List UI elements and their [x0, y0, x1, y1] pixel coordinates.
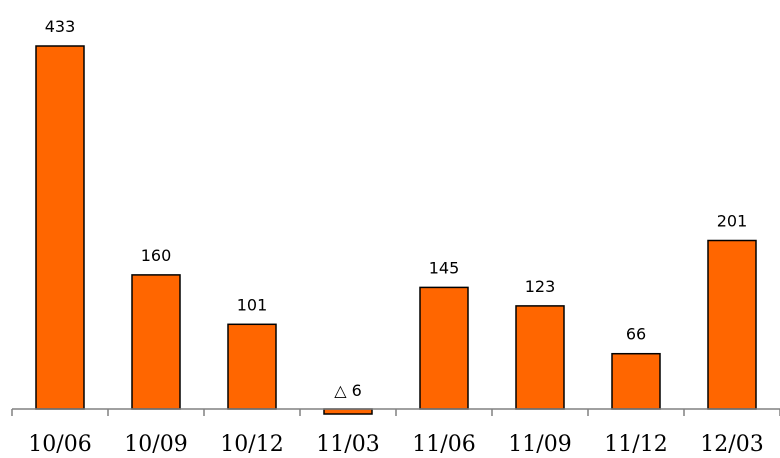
x-tick-label: 10/12 [220, 432, 283, 457]
x-tick-label: 11/06 [412, 432, 475, 457]
data-labels-layer: 433 160 101 △ 6 145 123 66 201 [45, 17, 748, 400]
bar-11/09 [515, 305, 565, 410]
bar-12/03 [707, 239, 757, 410]
x-tick-label: 11/03 [316, 432, 379, 457]
bar-11/06 [419, 286, 469, 410]
tick-labels-layer: 10/06 10/09 10/12 11/03 11/06 11/09 11/12 12/03 [28, 432, 763, 457]
data-label: △ 6 [334, 381, 362, 400]
bars-layer [35, 45, 757, 415]
x-tick-label: 10/09 [124, 432, 187, 457]
data-label: 201 [717, 212, 748, 231]
data-label: 433 [45, 17, 76, 36]
x-tick-label: 11/09 [508, 432, 571, 457]
x-axis [11, 408, 780, 416]
x-tick-label: 10/06 [28, 432, 91, 457]
data-label: 145 [429, 258, 460, 277]
x-tick-label: 12/03 [700, 432, 763, 457]
x-tick-label: 11/12 [604, 432, 667, 457]
bar-10/12 [227, 323, 277, 410]
bar-10/06 [35, 45, 85, 410]
bar-10/09 [131, 274, 181, 410]
data-label: 101 [237, 295, 268, 314]
data-label: 160 [141, 246, 172, 265]
data-label: 66 [626, 325, 646, 344]
bar-11/12 [611, 352, 661, 410]
data-label: 123 [525, 277, 556, 296]
